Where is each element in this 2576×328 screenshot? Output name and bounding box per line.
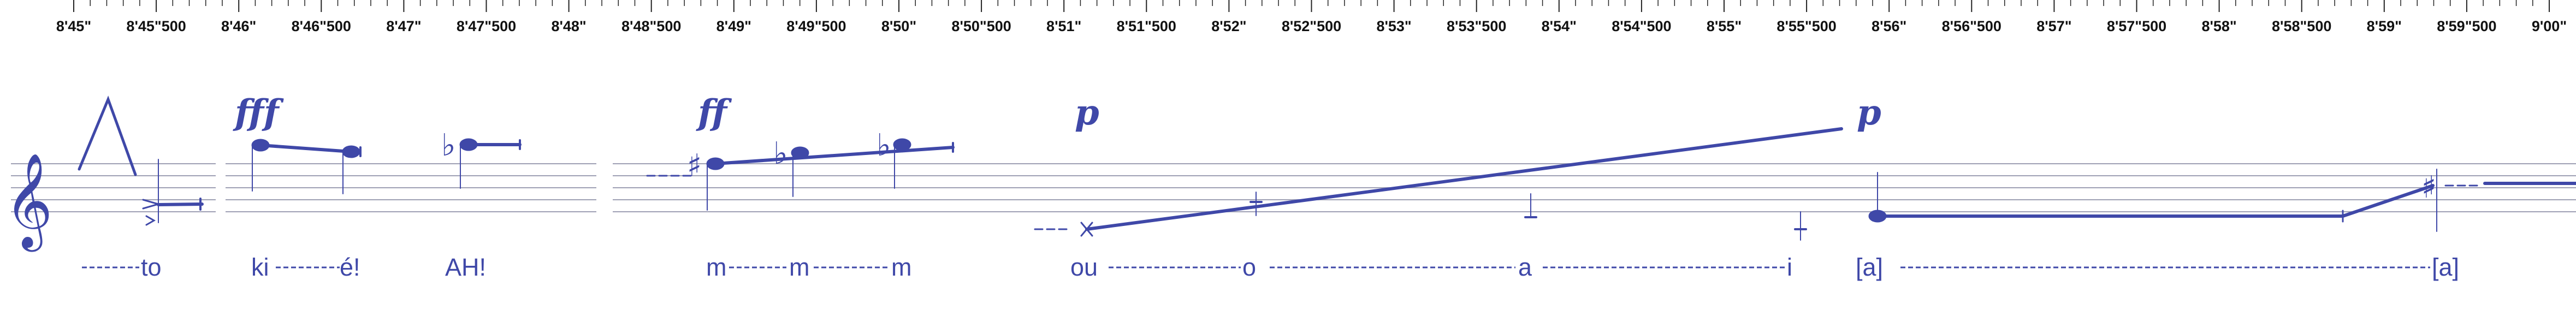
ruler-tick-label: 8'58" bbox=[2201, 18, 2236, 34]
ruler-tick-label: 8'46" bbox=[221, 18, 256, 34]
ruler-tick-label: 8'55"500 bbox=[1776, 18, 1836, 34]
ruler-tick-label: 8'47" bbox=[386, 18, 421, 34]
flat-icon: ♭ bbox=[773, 136, 787, 171]
ruler-tick-label: 8'55" bbox=[1707, 18, 1742, 34]
notehead bbox=[791, 146, 809, 159]
ruler-tick-label: 8'51"500 bbox=[1117, 18, 1176, 34]
ruler-tick-label: 8'57"500 bbox=[2107, 18, 2166, 34]
ruler-tick-label: 8'52"500 bbox=[1282, 18, 1341, 34]
lyric-syllable: [a] bbox=[2432, 253, 2459, 281]
dynamic-marking: p bbox=[1857, 92, 1881, 133]
flat-icon: ♭ bbox=[441, 128, 455, 163]
lyric-syllable: [a] bbox=[1856, 253, 1883, 281]
ruler-tick-label: 8'57" bbox=[2036, 18, 2071, 34]
dynamic-marking: p bbox=[1075, 92, 1099, 133]
glissando-line bbox=[714, 146, 955, 165]
flat-icon: ♭ bbox=[877, 128, 891, 163]
ruler-tick-label: 8'53" bbox=[1376, 18, 1411, 34]
glissando-line bbox=[259, 144, 353, 153]
ruler-tick-label: 8'59"500 bbox=[2437, 18, 2496, 34]
lyric-syllable: m bbox=[789, 253, 810, 281]
ruler-tick-label: 8'45"500 bbox=[126, 18, 186, 34]
ruler-tick-label: 8'51" bbox=[1046, 18, 1081, 34]
glissando-line bbox=[1085, 127, 1843, 231]
ruler-tick-label: 8'48"500 bbox=[621, 18, 681, 34]
ruler-tick-label: 8'58"500 bbox=[2272, 18, 2331, 34]
ruler-tick-label: 8'56"500 bbox=[1942, 18, 2001, 34]
ruler-tick-label: 8'53"500 bbox=[1447, 18, 1506, 34]
lyric-syllable: i bbox=[1787, 253, 1792, 281]
dynamic-marking: ff bbox=[696, 92, 732, 133]
ruler-tick-label: 8'48" bbox=[551, 18, 586, 34]
ruler-tick-label: 8'49" bbox=[716, 18, 751, 34]
lyric-syllable: m bbox=[891, 253, 912, 281]
lyric-syllable: ou bbox=[1070, 253, 1098, 281]
ruler-tick-label: 8'56" bbox=[1872, 18, 1906, 34]
ruler-tick-label: 8'50" bbox=[881, 18, 916, 34]
ruler-tick-label: 8'47"500 bbox=[457, 18, 516, 34]
lyric-syllable: m bbox=[706, 253, 727, 281]
treble-clef-icon: 𝄞 bbox=[4, 153, 53, 252]
ruler-tick-label: 8'59" bbox=[2367, 18, 2402, 34]
staff bbox=[11, 163, 2576, 212]
sustain-line bbox=[157, 202, 204, 206]
accent-icon bbox=[142, 199, 162, 210]
ruler-tick-label: 8'50"500 bbox=[951, 18, 1011, 34]
accent-icon bbox=[145, 215, 156, 226]
ruler-tick-label: 8'52" bbox=[1211, 18, 1246, 34]
lyric-syllable: é! bbox=[340, 253, 360, 281]
ruler-tick-label: 8'54" bbox=[1542, 18, 1577, 34]
lyric-syllable: o bbox=[1242, 253, 1256, 281]
lyric-syllable: ki bbox=[251, 253, 269, 281]
glissando-line bbox=[2341, 184, 2435, 218]
lyric-syllable: AH! bbox=[445, 253, 486, 281]
ruler-tick-label: 8'46"500 bbox=[292, 18, 351, 34]
sharp-icon: ♯ bbox=[687, 148, 702, 183]
notehead bbox=[893, 138, 911, 151]
ruler-tick-label: 8'45" bbox=[56, 18, 91, 34]
lyric-syllable: a bbox=[1518, 253, 1532, 281]
time-ruler: 8'45" 8'45"500 8'46" 8'46"500 8'47" 8'47"500 8… bbox=[56, 0, 2567, 34]
sharp-icon: ♯ bbox=[2421, 170, 2436, 205]
notehead bbox=[342, 145, 360, 158]
ruler-tick-label: 9'00" bbox=[2532, 18, 2567, 34]
ruler-tick-label: 8'54"500 bbox=[1612, 18, 1671, 34]
dynamic-marking: fff bbox=[233, 92, 284, 133]
ruler-tick-label: 8'49"500 bbox=[786, 18, 846, 34]
lyric-syllable: to bbox=[141, 253, 162, 281]
tent-mark bbox=[78, 96, 137, 176]
